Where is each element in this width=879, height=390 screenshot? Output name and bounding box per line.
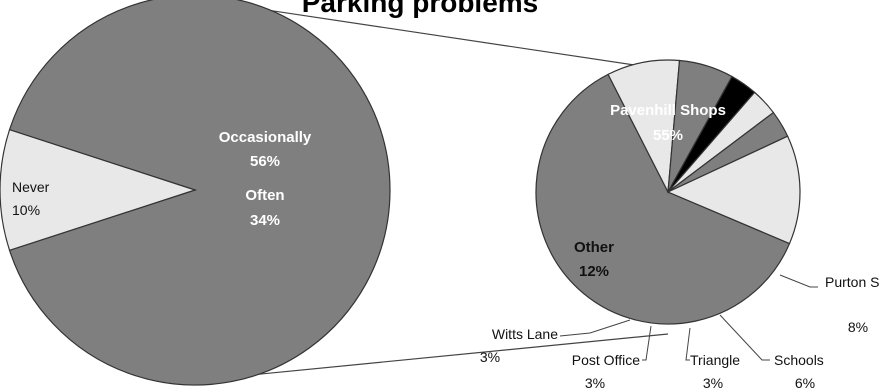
value-triangle: 3% (703, 375, 723, 390)
value-pavenhill-shops: 55% (653, 127, 683, 144)
pie-slice-other (666, 135, 801, 245)
pie-slice-pavenhill-shops (535, 73, 791, 325)
label-occasionally: Occasionally (219, 129, 312, 146)
label-post-office: Post Office (572, 352, 640, 368)
leader-triangle (685, 327, 691, 361)
value-schools: 6% (795, 375, 815, 390)
value-often: 34% (250, 212, 280, 229)
label-other: Other (574, 239, 614, 256)
value-occasionally: 56% (250, 153, 280, 170)
connector-top (199, 0, 669, 71)
label-witts-lane: Witts Lane (492, 326, 558, 342)
value-other: 12% (579, 263, 609, 280)
leader-schools (719, 314, 770, 361)
value-post-office: 3% (585, 375, 605, 390)
label-schools: Schools (774, 352, 824, 368)
chart-title: Parking problems (302, 0, 539, 18)
leader-purton-surgery (779, 274, 818, 288)
secondary-pie (535, 59, 801, 325)
value-purton: 8% (848, 319, 868, 335)
value-witts-lane: 3% (480, 349, 500, 365)
main-pie (0, 0, 391, 386)
label-purton: Purton Surgery (825, 274, 879, 290)
connector-bottom (199, 333, 669, 381)
pie-slice-never (0, 128, 197, 252)
leader-post-office (642, 325, 652, 361)
label-pavenhill-shops: Pavenhill Shops (610, 102, 726, 119)
leader-witts-lane (559, 319, 631, 337)
label-often: Often (245, 187, 284, 204)
label-triangle: Triangle (690, 352, 740, 368)
label-never: Never (12, 179, 50, 195)
pie-slice-occasionally-often (8, 0, 391, 386)
value-never: 10% (12, 202, 40, 218)
